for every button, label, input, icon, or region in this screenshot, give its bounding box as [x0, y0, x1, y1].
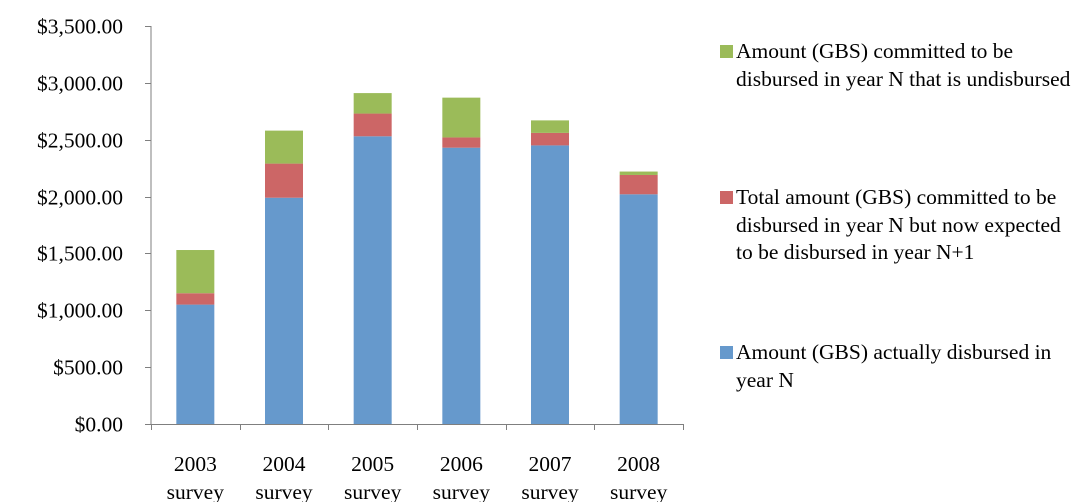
bar-series-group: [176, 93, 658, 424]
bar-segment-series-0-cat-4: [531, 145, 569, 424]
y-tick-label: $2,000.00: [37, 186, 123, 210]
bar-segment-series-1-cat-0: [176, 293, 215, 305]
y-tick-label: $3,500.00: [37, 15, 123, 39]
bar-segment-series-1-cat-4: [531, 132, 569, 146]
bar-segment-series-1-cat-1: [265, 163, 303, 198]
bar-segment-series-2-cat-1: [265, 130, 303, 164]
legend-label-expected-next-year: Total amount (GBS) committed to be disbu…: [736, 185, 1061, 264]
legend-label-actually-disbursed: Amount (GBS) actually disbursed in year …: [736, 340, 1052, 392]
y-tick-label: $0.00: [75, 413, 123, 437]
x-tick-label: 2006 survey: [433, 452, 491, 502]
bar-segment-series-2-cat-4: [531, 120, 569, 133]
legend-swatch-actually-disbursed: [720, 346, 733, 359]
bar-segment-series-0-cat-1: [265, 197, 303, 424]
bar-segment-series-0-cat-2: [353, 136, 392, 424]
bar-segment-series-0-cat-0: [176, 304, 215, 424]
x-tick-label: 2004 survey: [255, 452, 313, 502]
x-tick-label: 2003 survey: [167, 452, 225, 502]
bar-segment-series-0-cat-3: [442, 147, 481, 424]
y-axis: $0.00 $500.00 $1,000.00 $1,500.00 $2,000.00 $…: [37, 15, 152, 437]
x-tick-label: 2005 survey: [344, 452, 402, 502]
legend-swatch-expected-next-year: [720, 191, 733, 204]
y-tick-label: $2,500.00: [37, 129, 123, 153]
bar-segment-series-2-cat-3: [442, 97, 481, 138]
legend-item-undisbursed: Amount (GBS) committed to be disbursed i…: [720, 38, 1072, 93]
bar-segment-series-2-cat-0: [176, 250, 215, 294]
legend-label-undisbursed: Amount (GBS) committed to be disbursed i…: [736, 39, 1071, 91]
legend-item-actually-disbursed: Amount (GBS) actually disbursed in year …: [720, 339, 1072, 394]
bar-segment-series-1-cat-2: [353, 113, 392, 137]
y-tick-label: $500.00: [53, 356, 123, 380]
bar-segment-series-0-cat-5: [619, 194, 658, 424]
legend-item-expected-next-year: Total amount (GBS) committed to be disbu…: [720, 184, 1072, 267]
y-tick-label: $3,000.00: [37, 72, 123, 96]
bar-segment-series-1-cat-5: [619, 174, 658, 195]
x-tick-label: 2007 survey: [521, 452, 579, 502]
bar-segment-series-2-cat-5: [619, 171, 658, 175]
bar-segment-series-1-cat-3: [442, 137, 481, 148]
x-axis: 2003 survey 2004 survey 2005 survey 2006 survey…: [151, 424, 684, 502]
bar-segment-series-2-cat-2: [353, 93, 392, 114]
y-tick-label: $1,000.00: [37, 299, 123, 323]
x-tick-label: 2008 survey: [610, 452, 668, 502]
y-tick-label: $1,500.00: [37, 242, 123, 266]
legend-swatch-undisbursed: [720, 45, 733, 58]
